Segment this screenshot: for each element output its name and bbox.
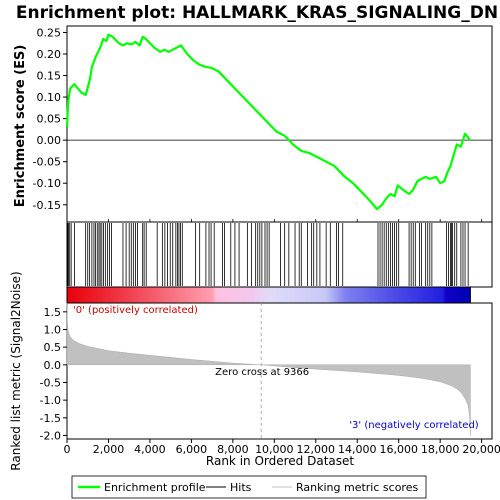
x-tick-label: 2,000 — [93, 443, 125, 456]
chart-title: Enrichment plot: HALLMARK_KRAS_SIGNALING… — [16, 3, 498, 23]
metric-y-tick-label: -1.0 — [40, 394, 61, 407]
x-tick-label: 8,000 — [217, 443, 249, 456]
hit-markers — [67, 223, 469, 286]
legend: Enrichment profile Hits Ranking metric s… — [71, 475, 427, 499]
x-tick-label: 0 — [64, 443, 71, 456]
es-panel: 0.250.200.150.100.050.00-0.05-0.10-0.15 … — [13, 25, 493, 223]
x-tick-label: 18,000 — [421, 443, 460, 456]
metric-y-tick-label: -1.5 — [40, 412, 61, 425]
x-tick-label: 16,000 — [379, 443, 418, 456]
es-y-tick-label: 0.25 — [37, 26, 62, 39]
negative-correlation-label: '3' (negatively correlated) — [349, 420, 478, 431]
x-axis-ticks: 0 2,000 4,000 6,000 8,000 10,000 12,000 14,000 1… — [64, 439, 500, 456]
legend-label-hits: Hits — [230, 481, 252, 494]
metric-y-tick-label: -0.5 — [40, 376, 61, 389]
x-tick-label: 20,000 — [462, 443, 500, 456]
es-y-tick-label: 0.00 — [37, 134, 62, 147]
metric-y-tick-label: 1.0 — [44, 323, 62, 336]
x-tick-label: 12,000 — [297, 443, 336, 456]
es-y-tick-label: -0.10 — [33, 177, 61, 190]
metric-y-ticks: 1.5 1.0 0.5 0.0 -0.5 -1.0 -1.5 -2.0 — [40, 306, 67, 442]
es-y-axis-label: Enrichment score (ES) — [13, 45, 28, 208]
es-y-tick-label: 0.10 — [37, 91, 62, 104]
es-y-tick-label: 0.15 — [37, 70, 62, 83]
hits-panel — [66, 221, 493, 288]
metric-y-axis-label: Ranked list metric (Signal2Noise) — [9, 271, 23, 470]
metric-y-tick-label: 0.0 — [44, 359, 62, 372]
x-tick-label: 6,000 — [176, 443, 208, 456]
x-tick-label: 4,000 — [134, 443, 166, 456]
es-y-ticks: 0.25 0.20 0.15 0.10 0.05 0.00 -0.05 -0.10 -0.15 — [33, 26, 67, 212]
es-y-tick-label: 0.05 — [37, 113, 62, 126]
metric-y-tick-label: 1.5 — [44, 306, 62, 319]
legend-label-ranking-metric-scores: Ranking metric scores — [296, 481, 418, 494]
zero-cross-label: Zero cross at 9366 — [215, 367, 309, 378]
x-tick-label: 14,000 — [338, 443, 377, 456]
metric-panel: 1.5 1.0 0.5 0.0 -0.5 -1.0 -1.5 -2.0 '0' (positi… — [9, 271, 493, 471]
es-y-tick-label: -0.05 — [33, 156, 61, 169]
es-panel-frame — [66, 25, 493, 223]
es-y-tick-label: 0.20 — [37, 48, 62, 61]
rank-gradient-bar — [66, 286, 471, 304]
x-axis-label: Rank in Ordered Dataset — [206, 454, 354, 468]
legend-box — [71, 475, 427, 499]
metric-y-tick-label: -2.0 — [40, 429, 61, 442]
x-tick-label: 10,000 — [255, 443, 294, 456]
positive-correlation-label: '0' (positively correlated) — [73, 305, 198, 316]
enrichment-profile-line — [65, 33, 472, 211]
ranking-metric-area — [66, 302, 471, 436]
legend-label-enrichment-profile: Enrichment profile — [104, 481, 206, 494]
metric-y-tick-label: 0.5 — [44, 341, 62, 354]
es-y-tick-label: -0.15 — [33, 199, 61, 212]
hits-panel-frame — [66, 221, 493, 288]
